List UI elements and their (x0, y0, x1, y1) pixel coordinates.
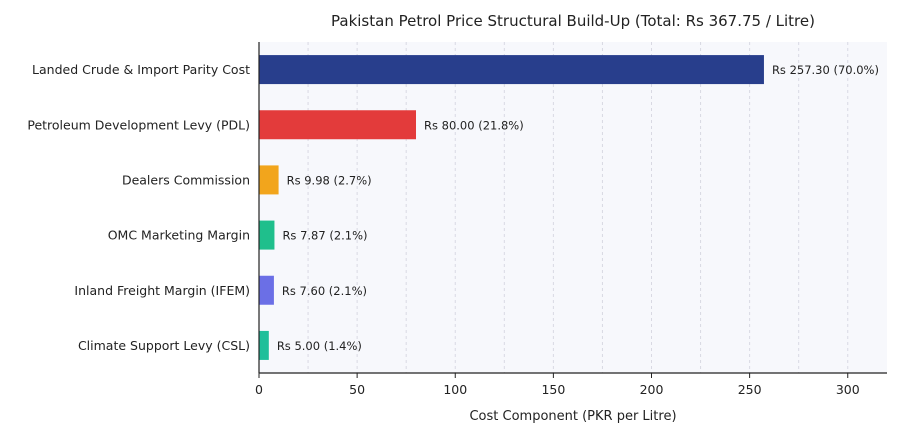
x-tick-label: 100 (443, 382, 467, 397)
value-label: Rs 7.60 (2.1%) (282, 284, 367, 298)
gridlines (258, 42, 849, 373)
x-axis-ticks: 0 50 100 150 200 250 300 (255, 373, 860, 397)
x-tick-label: 250 (738, 382, 762, 397)
bar (259, 110, 416, 140)
x-tick-label: 50 (349, 382, 365, 397)
category-label: Petroleum Development Levy (PDL) (27, 117, 250, 132)
bar (259, 275, 274, 305)
x-tick-label: 150 (541, 382, 565, 397)
category-label: Landed Crude & Import Parity Cost (32, 62, 250, 77)
value-labels: Rs 257.30 (70.0%) Rs 80.00 (21.8%) Rs 9.98… (277, 63, 879, 353)
bar (259, 55, 764, 85)
plot-area (259, 42, 887, 373)
x-tick-label: 0 (255, 382, 263, 397)
value-label: Rs 80.00 (21.8%) (424, 118, 524, 132)
bar (259, 330, 269, 360)
value-label: Rs 257.30 (70.0%) (772, 63, 879, 77)
category-label: Climate Support Levy (CSL) (78, 338, 250, 353)
value-label: Rs 5.00 (1.4%) (277, 339, 362, 353)
value-label: Rs 7.87 (2.1%) (282, 229, 367, 243)
category-label: OMC Marketing Margin (108, 228, 250, 243)
category-labels: Landed Crude & Import Parity Cost Petrole… (27, 62, 250, 353)
x-tick-label: 300 (836, 382, 860, 397)
value-label: Rs 9.98 (2.7%) (287, 173, 372, 187)
bar (259, 165, 279, 195)
chart-title: Pakistan Petrol Price Structural Build-U… (331, 12, 815, 30)
category-label: Dealers Commission (122, 172, 250, 187)
x-axis-label: Cost Component (PKR per Litre) (469, 409, 676, 424)
x-tick-label: 200 (640, 382, 664, 397)
bars (259, 55, 764, 360)
bar (259, 220, 275, 250)
category-label: Inland Freight Margin (IFEM) (74, 283, 250, 298)
